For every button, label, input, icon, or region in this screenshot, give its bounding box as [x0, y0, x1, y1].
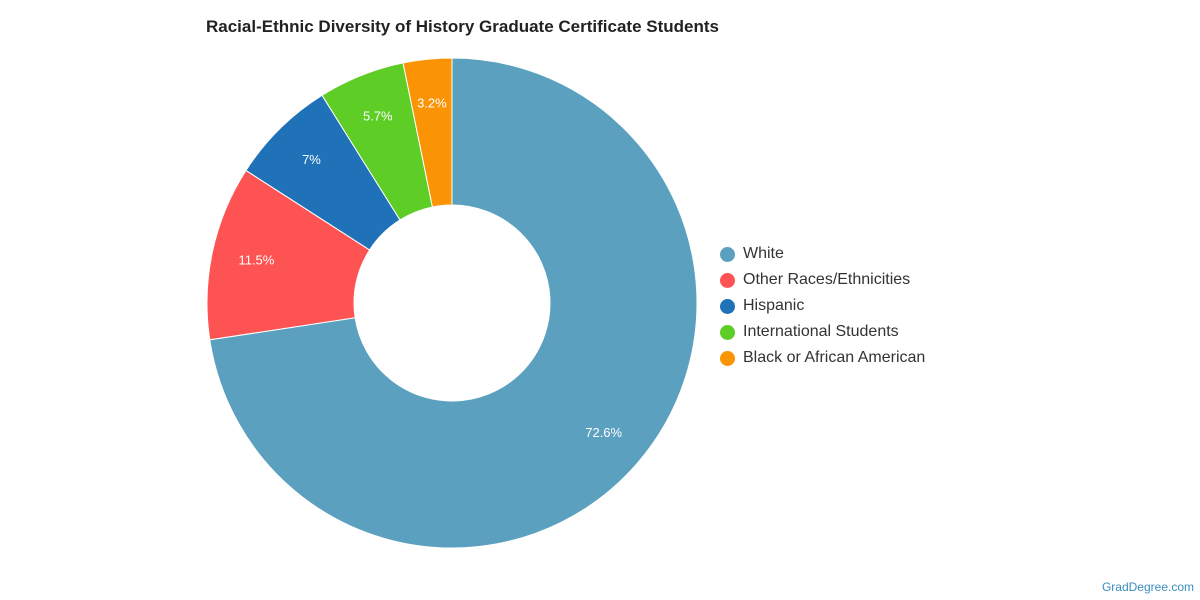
- legend-item[interactable]: Other Races/Ethnicities: [720, 267, 925, 293]
- slice-white[interactable]: [209, 57, 698, 549]
- chart-title: Racial-Ethnic Diversity of History Gradu…: [206, 17, 719, 36]
- legend-marker-icon: [720, 350, 735, 366]
- legend-label: International Students: [743, 323, 899, 340]
- legend-label: Other Races/Ethnicities: [743, 271, 911, 288]
- legend-marker-icon: [720, 298, 735, 314]
- data-label: 5.7%: [363, 109, 393, 124]
- data-label: 7%: [302, 152, 321, 167]
- legend-item[interactable]: Hispanic: [720, 293, 925, 319]
- legend-label: Black or African American: [743, 349, 926, 366]
- legend-marker-icon: [720, 272, 735, 288]
- legend-marker-icon: [720, 246, 735, 262]
- legend-item[interactable]: White: [720, 241, 925, 267]
- legend-marker-icon: [720, 324, 735, 340]
- watermark[interactable]: GradDegree.com: [1101, 580, 1194, 594]
- data-label: 11.5%: [238, 253, 274, 268]
- legend-label: White: [743, 245, 784, 262]
- legend-item[interactable]: International Students: [720, 319, 925, 345]
- legend-label: Hispanic: [743, 297, 805, 314]
- legend-item[interactable]: Black or African American: [720, 345, 925, 371]
- data-label: 3.2%: [417, 95, 447, 110]
- slice-other-races-ethnicities[interactable]: [206, 169, 371, 341]
- chart-legend: White Other Races/Ethnicities Hispanic Inte…: [720, 241, 925, 371]
- data-label: 72.6%: [585, 425, 622, 440]
- slice-black-or-african-american[interactable]: [402, 57, 453, 208]
